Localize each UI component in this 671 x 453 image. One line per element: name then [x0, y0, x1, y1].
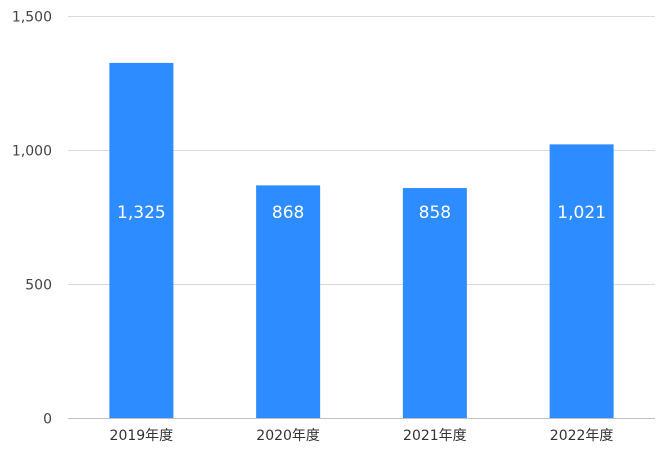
data-labels: 1,325 868 858 1,021	[117, 203, 606, 223]
bar-value-label: 1,021	[557, 203, 606, 223]
bar-value-label: 868	[272, 203, 304, 223]
bar	[256, 185, 321, 418]
x-axis-ticks: 2019年度 2020年度 2021年度 2022年度	[110, 428, 614, 444]
bar	[549, 144, 614, 418]
bar	[402, 188, 467, 418]
y-tick-label: 1,000	[12, 144, 52, 160]
y-tick-label: 1,500	[12, 10, 52, 26]
y-tick-label: 0	[43, 412, 52, 428]
x-tick-label: 2022年度	[550, 428, 614, 444]
bar-value-label: 1,325	[117, 203, 166, 223]
x-tick-label: 2021年度	[403, 428, 467, 444]
x-tick-label: 2019年度	[110, 428, 174, 444]
bars	[109, 62, 614, 419]
y-axis-ticks: 0 500 1,000 1,500	[12, 10, 52, 428]
bar-value-label: 858	[419, 203, 451, 223]
y-tick-label: 500	[25, 278, 52, 294]
x-tick-label: 2020年度	[256, 428, 320, 444]
bar	[109, 62, 174, 419]
